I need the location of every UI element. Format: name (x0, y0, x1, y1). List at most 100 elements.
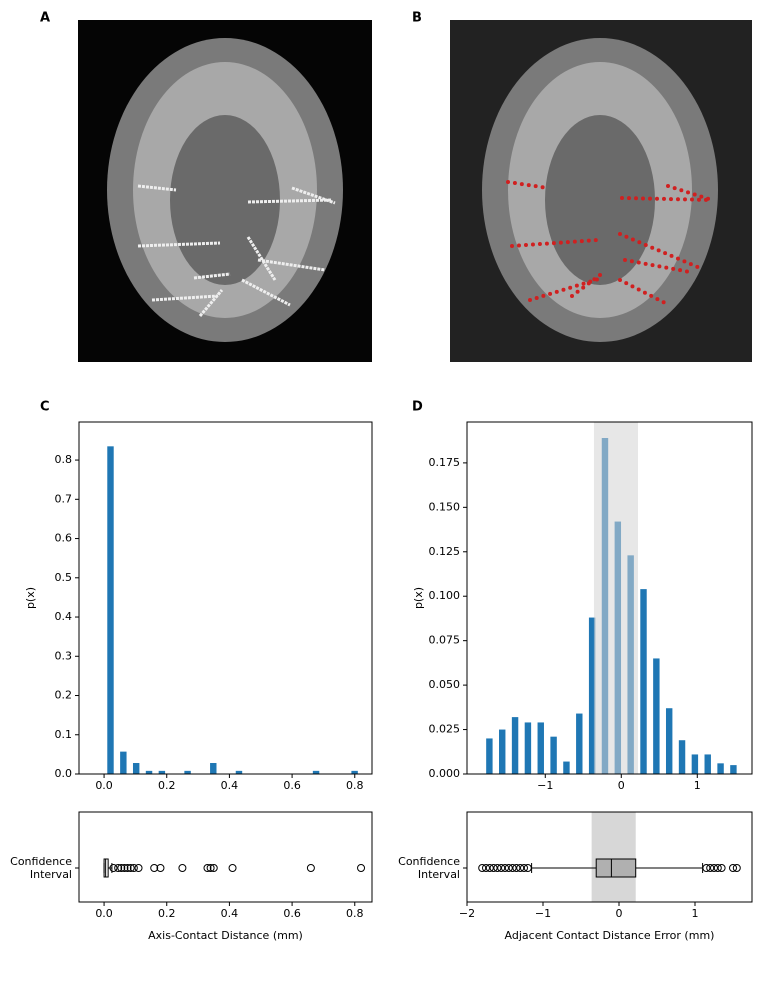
bar (665, 708, 673, 774)
outlier (729, 864, 737, 872)
outlier (109, 864, 118, 872)
x-tick-label: 0 (618, 779, 625, 792)
outlier (706, 864, 715, 872)
bar (717, 763, 724, 774)
outlier (493, 864, 502, 872)
outlier (478, 864, 487, 872)
x-tick-label: 1 (692, 907, 699, 920)
outlier (120, 864, 129, 872)
bar (499, 729, 506, 774)
outlier (501, 864, 509, 872)
y-tick-label: 0.3 (55, 649, 73, 662)
axes-frame (466, 421, 753, 775)
bar (678, 740, 686, 774)
shaded-span (591, 812, 636, 902)
y-tick-label: 0.1 (55, 728, 73, 741)
outlier (713, 864, 722, 872)
x-tick-label: 0 (616, 907, 623, 920)
axes-frame (466, 811, 753, 903)
y-tick-label: 0.125 (429, 545, 461, 558)
outlier (512, 864, 521, 872)
y-tick-label: 0.4 (55, 610, 73, 623)
shaded-span (593, 422, 638, 774)
y-category-label: Interval (30, 868, 72, 881)
y-tick-label: 0.6 (55, 532, 73, 545)
panel-label: C (40, 400, 50, 415)
y-tick-label: 0.150 (429, 500, 461, 513)
x-tick-label: 0.6 (283, 779, 301, 792)
outlier (209, 864, 218, 872)
x-tick-label: 0.8 (346, 907, 364, 920)
y-tick-label: 0.0 (55, 767, 73, 780)
panel-label: A (40, 11, 50, 26)
axes-frame (78, 421, 373, 775)
bar (588, 617, 596, 774)
x-tick-label: 0.2 (158, 779, 176, 792)
x-tick-label: 0.4 (221, 907, 239, 920)
outlier (178, 864, 187, 872)
bar (158, 770, 166, 774)
outlier (485, 864, 494, 872)
outlier (717, 864, 726, 872)
x-tick-label: 0.0 (95, 907, 113, 920)
bar (550, 736, 557, 774)
outlier (357, 864, 366, 872)
x-tick-label: −1 (537, 779, 553, 792)
outlier (732, 864, 741, 872)
outlier (203, 864, 212, 872)
outlier (489, 864, 498, 872)
box (595, 858, 637, 878)
bar (691, 754, 699, 774)
bar (524, 722, 532, 774)
bar (145, 770, 153, 774)
outlier (134, 864, 143, 872)
outlier (710, 864, 718, 872)
outlier (117, 864, 126, 872)
outlier (114, 864, 123, 872)
x-axis-label: Axis-Contact Distance (mm) (148, 929, 303, 942)
bar (653, 658, 660, 774)
outlier (306, 864, 315, 872)
y-tick-label: 0.8 (55, 453, 73, 466)
outlier (126, 864, 135, 872)
x-tick-label: 0.4 (221, 779, 239, 792)
outlier (482, 864, 490, 872)
x-tick-label: −1 (535, 907, 551, 920)
y-tick-label: 0.2 (55, 689, 73, 702)
y-axis-label: p(x) (24, 587, 37, 609)
y-tick-label: 0.050 (429, 678, 461, 691)
bar (640, 589, 647, 774)
bar (486, 738, 493, 774)
outlier (129, 864, 138, 872)
x-tick-label: 1 (694, 779, 701, 792)
bar (120, 751, 127, 774)
outlier (520, 864, 528, 872)
y-tick-label: 0.5 (55, 571, 73, 584)
x-tick-label: 0.0 (95, 779, 113, 792)
axes-frame (78, 811, 373, 903)
y-tick-label: 0.175 (429, 456, 461, 469)
x-axis-label: Adjacent Contact Distance Error (mm) (505, 929, 715, 942)
y-category-label: Confidence (398, 855, 460, 868)
x-tick-label: 0.8 (346, 779, 364, 792)
panel-label: B (412, 11, 422, 26)
bar (351, 770, 358, 774)
bar (537, 722, 544, 774)
y-tick-label: 0.025 (429, 723, 461, 736)
mri-image-b (450, 20, 752, 362)
outlier (504, 864, 513, 872)
outlier (702, 864, 711, 872)
mri-image-a (78, 20, 372, 362)
outlier (516, 864, 525, 872)
y-tick-label: 0.075 (429, 634, 461, 647)
outlier (497, 864, 506, 872)
x-tick-label: 0.6 (283, 907, 301, 920)
y-tick-label: 0.7 (55, 492, 73, 505)
bar (132, 763, 140, 774)
bar (235, 770, 243, 774)
panel-label: D (412, 400, 423, 415)
y-category-label: Confidence (10, 855, 72, 868)
outlier (150, 864, 159, 872)
y-tick-label: 0.100 (429, 589, 461, 602)
